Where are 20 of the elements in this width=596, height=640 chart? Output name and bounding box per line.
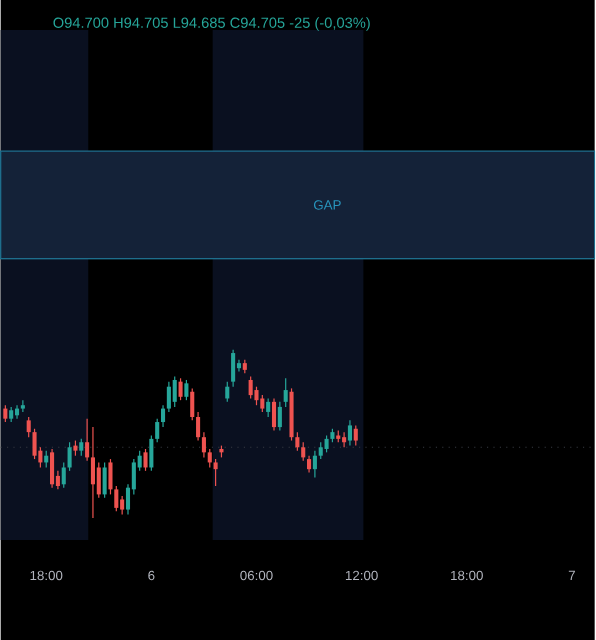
candlestick bbox=[50, 448, 55, 489]
candlestick bbox=[225, 381, 230, 403]
candlestick bbox=[348, 419, 353, 447]
candlestick bbox=[102, 461, 108, 499]
candlestick bbox=[231, 349, 236, 388]
candlestick bbox=[91, 426, 96, 519]
candlestick bbox=[313, 450, 318, 479]
candlestick bbox=[213, 458, 218, 487]
candlestick bbox=[173, 376, 178, 408]
candlestick bbox=[21, 399, 26, 413]
candlestick bbox=[248, 376, 254, 400]
candlestick bbox=[278, 401, 283, 432]
candlestick bbox=[184, 379, 189, 401]
candlestick bbox=[143, 448, 148, 472]
candlestick bbox=[342, 431, 347, 448]
candlestick bbox=[283, 377, 289, 408]
candlestick bbox=[354, 424, 359, 447]
candlestick bbox=[178, 377, 183, 401]
candlestick bbox=[272, 397, 277, 432]
candlestick bbox=[266, 397, 271, 418]
